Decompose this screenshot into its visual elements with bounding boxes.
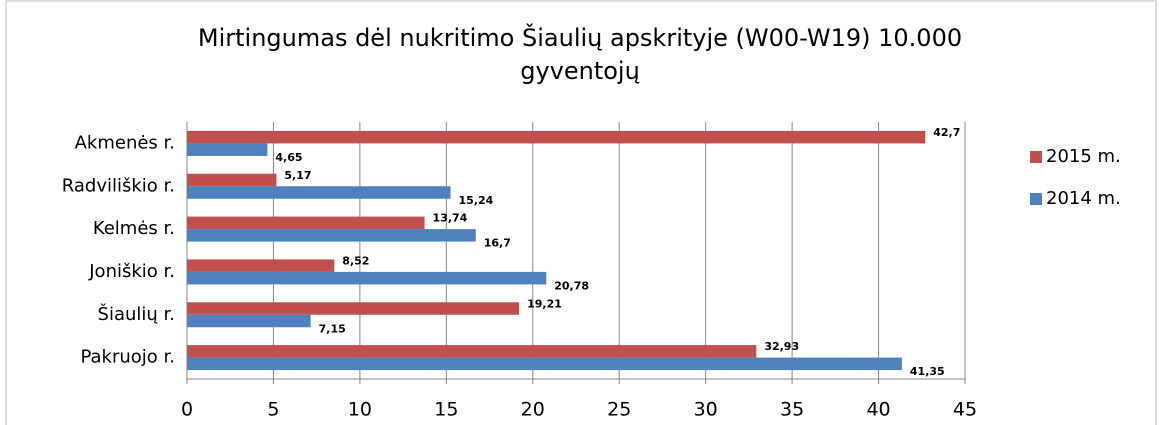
bar xyxy=(187,302,520,315)
bar xyxy=(187,271,547,285)
data-label: 42,7 xyxy=(933,126,960,139)
data-label: 41,35 xyxy=(910,365,945,378)
y-tick-label: Akmenės r. xyxy=(75,132,175,153)
data-label: 7,15 xyxy=(319,322,346,335)
y-tick-label: Pakruojo r. xyxy=(80,347,175,368)
bar xyxy=(187,143,268,156)
bar xyxy=(187,229,476,242)
x-tick-label: 25 xyxy=(607,399,631,421)
x-tick-label: 35 xyxy=(780,399,804,421)
chart-title: Mirtingumas dėl nukritimo Šiaulių apskri… xyxy=(197,24,963,85)
y-tick-label: Šiaulių r. xyxy=(98,303,175,325)
legend-label: 2015 m. xyxy=(1046,146,1121,167)
bar xyxy=(187,216,425,230)
chart-border xyxy=(5,0,1157,425)
y-tick-label: Kelmės r. xyxy=(93,218,175,239)
data-label: 20,78 xyxy=(554,279,589,292)
legend-label: 2014 m. xyxy=(1046,188,1121,209)
data-label: 32,93 xyxy=(764,340,799,353)
x-tick-label: 30 xyxy=(694,399,718,421)
bar xyxy=(187,130,926,144)
legend-swatch xyxy=(1030,193,1042,205)
data-label: 13,74 xyxy=(433,212,468,225)
bar xyxy=(187,314,311,328)
y-tick-label: Joniškio r. xyxy=(88,261,175,282)
bar xyxy=(187,173,277,187)
bar xyxy=(187,186,451,199)
data-label: 16,7 xyxy=(484,237,511,250)
x-tick-label: 15 xyxy=(434,399,458,421)
x-tick-label: 40 xyxy=(866,399,890,421)
x-tick-label: 45 xyxy=(953,399,977,421)
y-tick-label: Radviliškio r. xyxy=(62,175,175,196)
bar xyxy=(187,357,902,371)
bar xyxy=(187,345,757,358)
data-label: 19,21 xyxy=(527,297,562,310)
data-label: 5,17 xyxy=(284,169,311,182)
x-tick-label: 20 xyxy=(521,399,545,421)
x-tick-label: 10 xyxy=(348,399,372,421)
x-tick-label: 5 xyxy=(267,399,279,421)
data-label: 4,65 xyxy=(275,151,302,164)
x-tick-label: 0 xyxy=(181,399,193,421)
legend-swatch xyxy=(1030,151,1042,163)
data-label: 15,24 xyxy=(458,194,493,207)
data-label: 8,52 xyxy=(342,254,369,267)
bar xyxy=(187,259,335,272)
